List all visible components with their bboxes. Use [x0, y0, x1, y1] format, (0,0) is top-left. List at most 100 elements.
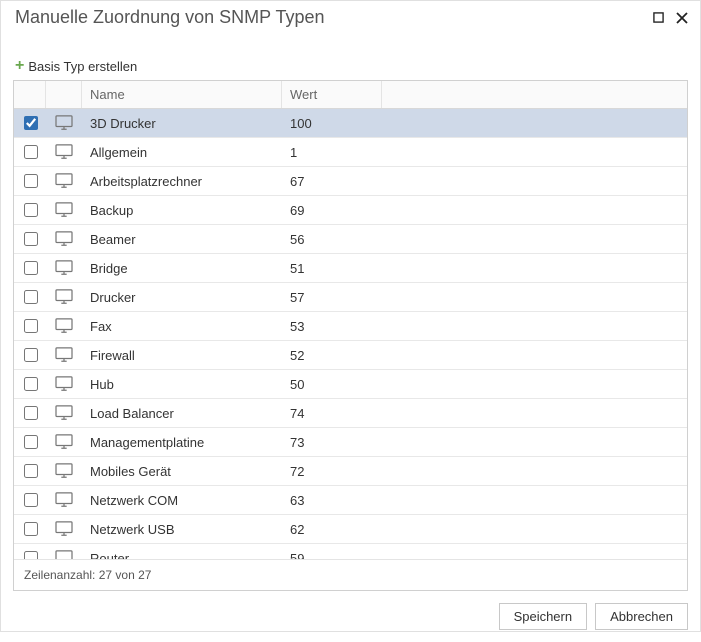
row-name: Netzwerk COM [82, 488, 282, 513]
save-button[interactable]: Speichern [499, 603, 588, 630]
row-name: Backup [82, 198, 282, 223]
row-checkbox[interactable] [24, 406, 38, 420]
row-checkbox-cell [14, 399, 46, 427]
row-checkbox[interactable] [24, 232, 38, 246]
row-name: Router [82, 546, 282, 560]
table-header: Name Wert [14, 81, 687, 109]
titlebar: Manuelle Zuordnung von SNMP Typen [1, 1, 700, 32]
table-row[interactable]: Load Balancer74 [14, 399, 687, 428]
table-row[interactable]: Bridge51 [14, 254, 687, 283]
monitor-icon [46, 285, 82, 309]
monitor-icon [46, 227, 82, 251]
table-row[interactable]: Fax53 [14, 312, 687, 341]
col-wert[interactable]: Wert [282, 81, 382, 108]
table-row[interactable]: Router59 [14, 544, 687, 559]
monitor-icon [46, 459, 82, 483]
row-name: Netzwerk USB [82, 517, 282, 542]
table-row[interactable]: Arbeitsplatzrechner67 [14, 167, 687, 196]
monitor-icon [46, 488, 82, 512]
row-spacer [382, 118, 687, 128]
row-checkbox-cell [14, 283, 46, 311]
row-spacer [382, 466, 687, 476]
table-row[interactable]: Firewall52 [14, 341, 687, 370]
col-checkbox [14, 81, 46, 108]
row-spacer [382, 350, 687, 360]
row-checkbox-cell [14, 167, 46, 195]
row-name: 3D Drucker [82, 111, 282, 136]
row-spacer [382, 263, 687, 273]
row-checkbox[interactable] [24, 464, 38, 478]
row-checkbox[interactable] [24, 261, 38, 275]
row-wert: 52 [282, 343, 382, 368]
row-checkbox[interactable] [24, 522, 38, 536]
row-spacer [382, 495, 687, 505]
row-name: Firewall [82, 343, 282, 368]
row-wert: 69 [282, 198, 382, 223]
table-row[interactable]: Beamer56 [14, 225, 687, 254]
monitor-icon [46, 343, 82, 367]
table-row[interactable]: Backup69 [14, 196, 687, 225]
row-checkbox-cell [14, 544, 46, 559]
row-name: Mobiles Gerät [82, 459, 282, 484]
close-icon[interactable] [674, 10, 690, 26]
row-spacer [382, 379, 687, 389]
row-spacer [382, 408, 687, 418]
row-checkbox-cell [14, 457, 46, 485]
row-count-label: Zeilenanzahl: 27 von 27 [14, 559, 687, 590]
monitor-icon [46, 198, 82, 222]
window-title: Manuelle Zuordnung von SNMP Typen [15, 7, 642, 28]
table-row[interactable]: Netzwerk USB62 [14, 515, 687, 544]
row-wert: 1 [282, 140, 382, 165]
row-checkbox[interactable] [24, 145, 38, 159]
row-name: Bridge [82, 256, 282, 281]
table-row[interactable]: Mobiles Gerät72 [14, 457, 687, 486]
row-checkbox-cell [14, 254, 46, 282]
create-basis-type-button[interactable]: + Basis Typ erstellen [1, 50, 700, 80]
row-checkbox[interactable] [24, 290, 38, 304]
row-checkbox[interactable] [24, 319, 38, 333]
row-checkbox[interactable] [24, 203, 38, 217]
table-row[interactable]: Managementplatine73 [14, 428, 687, 457]
plus-icon: + [15, 58, 24, 74]
row-checkbox-cell [14, 370, 46, 398]
row-spacer [382, 176, 687, 186]
row-checkbox[interactable] [24, 493, 38, 507]
row-wert: 57 [282, 285, 382, 310]
row-wert: 74 [282, 401, 382, 426]
row-checkbox[interactable] [24, 174, 38, 188]
row-spacer [382, 321, 687, 331]
type-table: Name Wert 3D Drucker100Allgemein1Arbeits… [13, 80, 688, 591]
table-row[interactable]: Allgemein1 [14, 138, 687, 167]
table-row[interactable]: 3D Drucker100 [14, 109, 687, 138]
row-wert: 56 [282, 227, 382, 252]
row-checkbox[interactable] [24, 435, 38, 449]
monitor-icon [46, 517, 82, 541]
row-checkbox[interactable] [24, 551, 38, 559]
col-icon [46, 81, 82, 108]
cancel-button[interactable]: Abbrechen [595, 603, 688, 630]
row-spacer [382, 553, 687, 559]
row-name: Drucker [82, 285, 282, 310]
row-name: Hub [82, 372, 282, 397]
row-spacer [382, 524, 687, 534]
row-name: Load Balancer [82, 401, 282, 426]
table-body[interactable]: 3D Drucker100Allgemein1Arbeitsplatzrechn… [14, 109, 687, 559]
row-checkbox[interactable] [24, 348, 38, 362]
row-checkbox-cell [14, 428, 46, 456]
col-spacer [382, 81, 687, 108]
monitor-icon [46, 401, 82, 425]
row-checkbox[interactable] [24, 377, 38, 391]
row-checkbox-cell [14, 515, 46, 543]
row-checkbox[interactable] [24, 116, 38, 130]
monitor-icon [46, 111, 82, 135]
row-spacer [382, 292, 687, 302]
row-wert: 72 [282, 459, 382, 484]
col-name[interactable]: Name [82, 81, 282, 108]
table-row[interactable]: Hub50 [14, 370, 687, 399]
maximize-icon[interactable] [650, 10, 666, 26]
dialog-buttons: Speichern Abbrechen [1, 591, 700, 642]
table-row[interactable]: Drucker57 [14, 283, 687, 312]
table-row[interactable]: Netzwerk COM63 [14, 486, 687, 515]
monitor-icon [46, 314, 82, 338]
row-spacer [382, 147, 687, 157]
